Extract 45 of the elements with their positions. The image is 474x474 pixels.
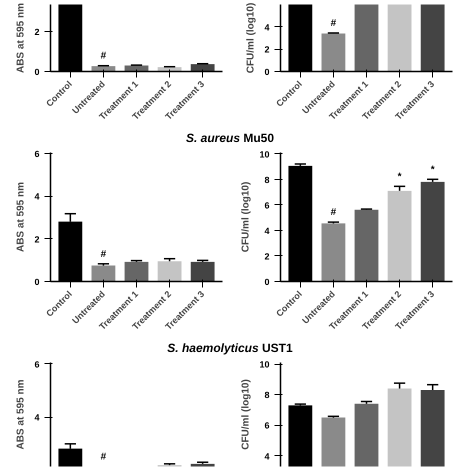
- y-tick-label: 0: [34, 277, 40, 287]
- chart-title: S. aureus Mu50: [186, 130, 274, 147]
- y-tick-label: 2: [34, 27, 40, 37]
- y-axis-title: CFU/ml (log10): [240, 379, 252, 450]
- y-tick-label: 6: [34, 359, 40, 370]
- chart-title: S. haemolyticus UST1: [167, 340, 293, 357]
- y-tick-label: 8: [264, 174, 270, 185]
- y-tick-label: 0: [264, 277, 270, 287]
- y-tick-label: 6: [264, 420, 270, 431]
- bar: [420, 182, 445, 282]
- y-tick-label: 4: [34, 412, 40, 423]
- data-label: #: [330, 18, 337, 29]
- bar: [158, 261, 182, 282]
- y-tick-label: 4: [264, 226, 270, 236]
- data-label: *: [398, 171, 402, 182]
- y-tick-label: 2: [34, 234, 40, 244]
- y-tick-label: 10: [259, 149, 270, 160]
- bar: [124, 262, 148, 282]
- y-tick-label: 4: [34, 192, 40, 202]
- y-tick-label: 2: [264, 251, 270, 262]
- data-label: #: [100, 248, 107, 260]
- y-tick-label: 8: [264, 390, 270, 400]
- bar: [388, 190, 412, 282]
- y-tick-label: 0: [264, 67, 270, 77]
- y-tick-label: 0: [34, 67, 40, 77]
- y-tick-label: 10: [259, 360, 270, 370]
- data-label: #: [100, 50, 107, 62]
- data-label: #: [330, 207, 337, 218]
- bar: [322, 223, 346, 282]
- text: #: [100, 452, 106, 462]
- bar: [190, 64, 215, 72]
- y-tick-label: 6: [34, 149, 40, 160]
- bar: [92, 266, 116, 282]
- bar: [354, 210, 378, 282]
- y-axis-title: ABS at 595 nm: [15, 379, 26, 450]
- y-axis-title: ABS at 595 nm: [15, 2, 26, 74]
- y-tick-label: 4: [264, 22, 270, 32]
- y-axis-title: CFU/ml (log10): [245, 2, 256, 74]
- bar: [190, 262, 215, 282]
- y-axis-title: ABS at 595 nm: [15, 182, 26, 252]
- y-axis-title: CFU/ml (log10): [240, 182, 252, 252]
- y-tick-label: 4: [264, 451, 270, 462]
- y-tick-label: 6: [264, 200, 270, 210]
- y-tick-label: 2: [264, 44, 270, 55]
- data-label: *: [430, 164, 435, 176]
